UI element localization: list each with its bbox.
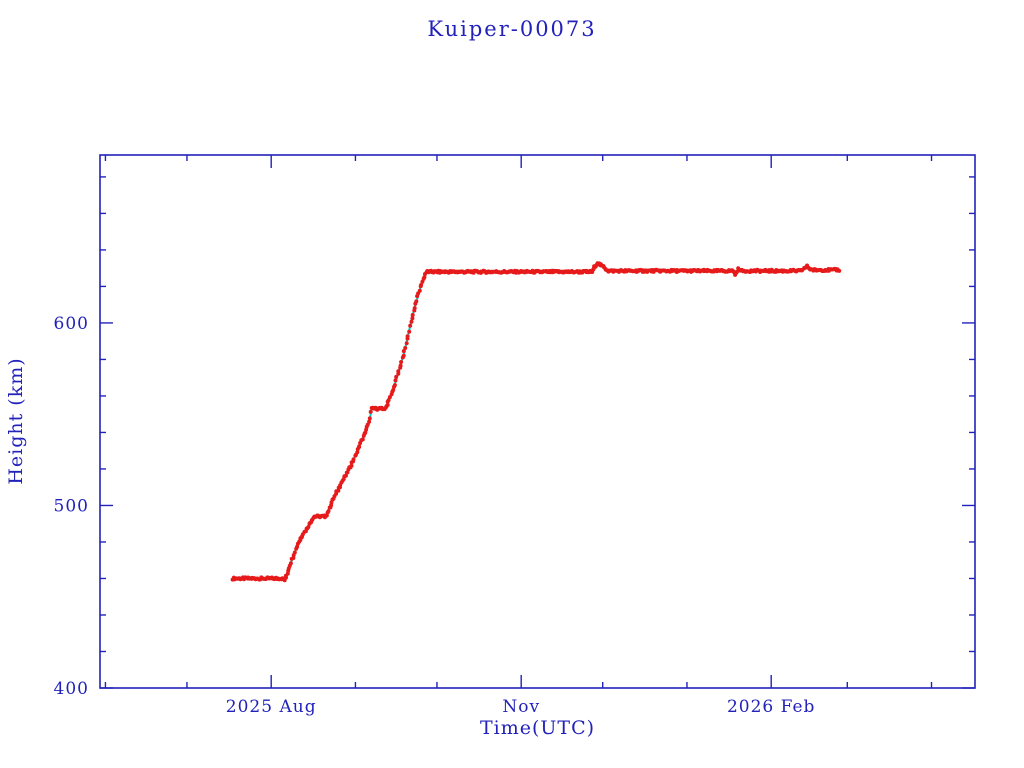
y-axis-label: Height (km) bbox=[5, 357, 27, 485]
x-tick-label: 2026 Feb bbox=[727, 697, 815, 717]
y-tick-label: 600 bbox=[54, 314, 89, 334]
data-markers bbox=[230, 261, 842, 583]
tick-marks bbox=[100, 155, 975, 689]
data-line-cyan bbox=[233, 261, 840, 582]
y-tick-label: 400 bbox=[54, 679, 89, 699]
plot-border bbox=[99, 154, 976, 689]
chart-title: Kuiper-00073 bbox=[427, 17, 597, 41]
axes bbox=[99, 154, 976, 689]
x-axis-label: Time(UTC) bbox=[479, 717, 596, 739]
x-tick-label: Nov bbox=[502, 697, 540, 717]
tick-labels: 2025 Aug Nov 2026 Feb 400 500 600 bbox=[54, 314, 815, 717]
x-tick-label: 2025 Aug bbox=[226, 697, 317, 717]
y-tick-label: 500 bbox=[54, 496, 89, 516]
